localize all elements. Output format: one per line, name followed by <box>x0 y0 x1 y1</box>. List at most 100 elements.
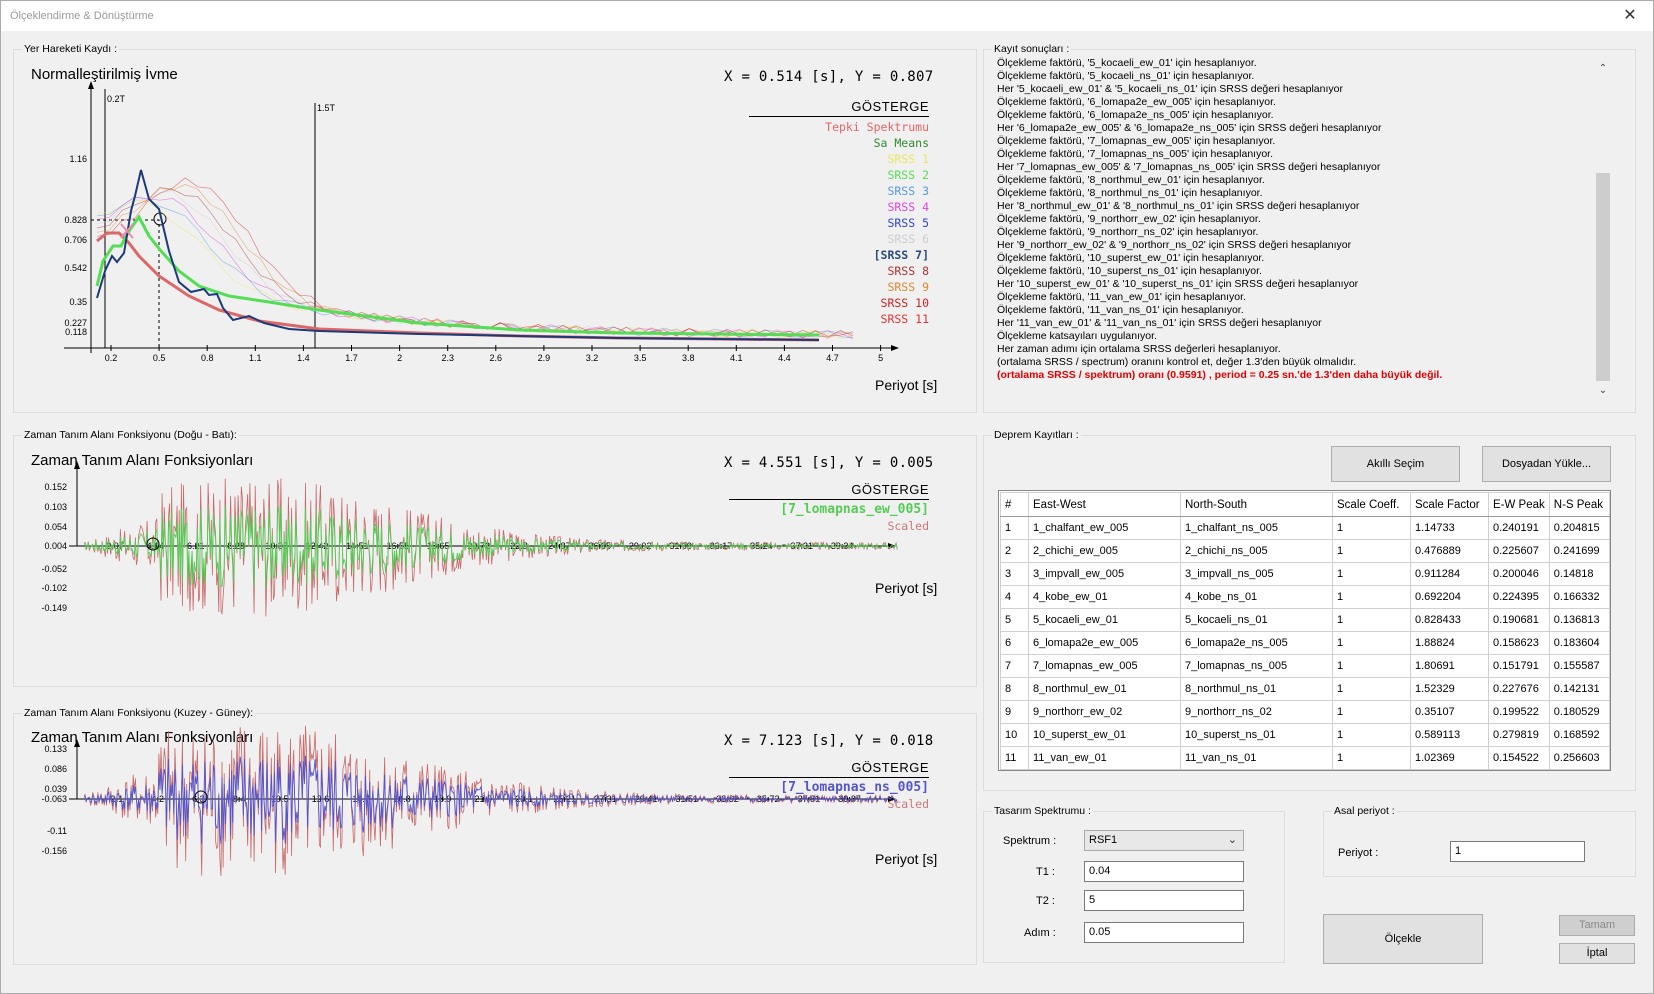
legend-title: GÖSTERGE <box>749 99 929 117</box>
x-tick-label: 0.5 <box>153 353 166 363</box>
column-header[interactable]: # <box>1000 492 1029 517</box>
records-table[interactable]: # East-West North-South Scale Coeff. Scale F… <box>1000 492 1610 770</box>
x-tick-label: 1.4 <box>297 353 310 363</box>
column-header[interactable]: E-W Peak <box>1488 492 1550 517</box>
x-tick-label: 4.4 <box>778 353 791 363</box>
spectrum-chart-title: Normalleştirilmiş İvme <box>31 66 178 83</box>
x-tick-label: 20.72 <box>467 541 490 551</box>
table-cell: 0.204815 <box>1548 516 1610 540</box>
t2-input[interactable]: 5 <box>1084 890 1244 911</box>
log-line: (ortalama SRSS / spectrum) oranını kontr… <box>997 356 1357 368</box>
spectrum-chart[interactable]: Normalleştirilmiş İvme X = 0.514 [s], Y … <box>19 61 969 406</box>
log-line: Ölçekleme faktörü, '11_van_ns_01' için h… <box>997 304 1244 316</box>
table-cell: 7 <box>1000 654 1029 678</box>
x-tick-label: 37.81 <box>798 794 821 804</box>
table-cell: 10 <box>1000 723 1029 747</box>
step-input[interactable]: 0.05 <box>1084 922 1244 943</box>
column-header[interactable]: Scale Factor <box>1410 492 1489 517</box>
table-cell: 4_kobe_ns_01 <box>1180 585 1333 609</box>
log-line: Ölçekleme faktörü, '5_kocaeli_ns_01' içi… <box>997 70 1255 82</box>
log-line: Her '11_van_ew_01' & '11_van_ns_01' için… <box>997 317 1322 329</box>
table-row[interactable]: 4 4_kobe_ew_01 4_kobe_ns_01 1 0.692204 0.2243… <box>1000 585 1610 609</box>
cancel-button[interactable]: İptal <box>1559 943 1635 964</box>
log-output[interactable]: Ölçekleme faktörü, '5_kocaeli_ew_01' içi… <box>997 57 1612 403</box>
y-axis-arrow <box>74 461 80 469</box>
log-line: Ölçekleme faktörü, '8_northmul_ns_01' iç… <box>997 187 1263 199</box>
srss7-curve <box>96 169 820 341</box>
log-scrollbar[interactable]: ⌃ ⌄ <box>1594 57 1612 403</box>
column-header[interactable]: N-S Peak <box>1548 492 1610 517</box>
x-tick-label: 18.65 <box>427 541 450 551</box>
log-line: Her '5_kocaeli_ew_01' & '5_kocaeli_ns_01… <box>997 83 1343 95</box>
y-axis-arrow <box>88 81 94 89</box>
column-header[interactable]: Scale Coeff. <box>1332 492 1411 517</box>
table-row[interactable]: 9 9_northorr_ew_02 9_northorr_ns_02 1 0.3510… <box>1000 700 1610 724</box>
table-cell: 11_van_ns_01 <box>1180 746 1333 770</box>
x-tick-label: 4.1 <box>730 353 743 363</box>
x-tick-label: 3.2 <box>586 353 599 363</box>
scroll-thumb[interactable] <box>1596 173 1610 381</box>
close-icon[interactable]: ✕ <box>1623 7 1637 24</box>
ew-x-axis-label: Periyot [s] <box>875 580 938 596</box>
table-row[interactable]: 7 7_lomapnas_ew_005 7_lomapnas_ns_005 1 1.80… <box>1000 654 1610 678</box>
legend-item: [7_lomapnas_ns_005] <box>780 780 929 795</box>
table-cell: 6 <box>1000 631 1029 655</box>
records-group-label: Deprem Kayıtları : <box>992 429 1081 441</box>
table-cell: 0.227676 <box>1488 677 1550 701</box>
load-file-button[interactable]: Dosyadan Yükle... <box>1482 446 1611 482</box>
scroll-down-icon[interactable]: ⌄ <box>1598 385 1608 396</box>
scroll-up-icon[interactable]: ⌃ <box>1598 63 1608 74</box>
legend-item: SRSS 8 <box>887 264 929 278</box>
table-cell: 1 <box>1332 700 1411 724</box>
x-tick-label: 8.28 <box>227 541 245 551</box>
table-row[interactable]: 1 1_chalfant_ew_005 1_chalfant_ns_005 1 1.14… <box>1000 516 1610 540</box>
table-cell: 1 <box>1332 654 1411 678</box>
y-tick-label: 0.054 <box>44 522 67 532</box>
table-cell: 0.911284 <box>1410 562 1489 586</box>
table-cell: 11_van_ew_01 <box>1028 746 1181 770</box>
table-cell: 10_superst_ns_01 <box>1180 723 1333 747</box>
title-bar: Ölçeklendirme & Dönüştürme ✕ <box>1 1 1653 31</box>
table-row[interactable]: 6 6_lomapa2e_ew_005 6_lomapa2e_ns_005 1 1.88… <box>1000 631 1610 655</box>
x-tick-label: 31.51 <box>676 794 699 804</box>
y-tick-label: 0.152 <box>44 482 67 492</box>
ns-chart[interactable]: Zaman Tanım Alanı Fonksiyonları X = 7.12… <box>19 725 969 955</box>
table-cell: 2_chichi_ew_005 <box>1028 539 1181 563</box>
table-row[interactable]: 8 8_northmul_ew_01 8_northmul_ns_01 1 1.5232… <box>1000 677 1610 701</box>
scale-button[interactable]: Ölçekle <box>1323 914 1483 964</box>
x-tick-label: 2.6 <box>490 353 503 363</box>
y-tick-label: 0.706 <box>64 235 87 245</box>
table-cell: 5_kocaeli_ew_01 <box>1028 608 1181 632</box>
x-tick-label: 10.5 <box>271 794 289 804</box>
x-tick-label: 16.58 <box>387 541 410 551</box>
table-row[interactable]: 5 5_kocaeli_ew_01 5_kocaeli_ns_01 1 0.828433… <box>1000 608 1610 632</box>
srss-curve <box>96 177 854 339</box>
ew-chart[interactable]: Zaman Tanım Alanı Fonksiyonları X = 4.55… <box>19 447 969 677</box>
table-row[interactable]: 11 11_van_ew_01 11_van_ns_01 1 1.02369 0.1545… <box>1000 746 1610 770</box>
smart-select-button[interactable]: Akıllı Seçim <box>1331 446 1460 482</box>
y-tick-label: 0.086 <box>44 764 67 774</box>
design-group-label: Tasarım Spektrumu : <box>992 805 1093 817</box>
period-input[interactable]: 1 <box>1450 841 1585 862</box>
srss-curve <box>96 184 854 339</box>
table-row[interactable]: 3 3_impvall_ew_005 3_impvall_ns_005 1 0.9112… <box>1000 562 1610 586</box>
table-cell: 7_lomapnas_ew_005 <box>1028 654 1181 678</box>
x-tick-label: 0.8 <box>201 353 214 363</box>
table-cell: 1 <box>1332 539 1411 563</box>
spectrum-select[interactable]: RSF1 ⌄ <box>1084 830 1244 851</box>
x-tick-label: 3.8 <box>682 353 695 363</box>
column-header[interactable]: East-West <box>1028 492 1181 517</box>
legend-item: SRSS 3 <box>887 184 929 198</box>
table-cell: 1 <box>1332 608 1411 632</box>
table-row[interactable]: 2 2_chichi_ew_005 2_chichi_ns_005 1 0.476889… <box>1000 539 1610 563</box>
ok-button[interactable]: Tamam <box>1559 915 1635 936</box>
spectrum-cursor-readout: X = 0.514 [s], Y = 0.807 <box>724 69 934 85</box>
table-row[interactable]: 10 10_superst_ew_01 10_superst_ns_01 1 0.589… <box>1000 723 1610 747</box>
x-tick-label: 25.21 <box>553 794 576 804</box>
t1-input[interactable]: 0.04 <box>1084 861 1244 882</box>
log-group: Kayıt sonuçları : <box>983 43 1636 413</box>
column-header[interactable]: North-South <box>1180 492 1333 517</box>
table-cell: 0.154522 <box>1488 746 1550 770</box>
log-line: Her '8_northmul_ew_01' & '8_northmul_ns_… <box>997 200 1360 212</box>
log-warning-line: (ortalama SRSS / spektrum) oranı (0.9591… <box>997 369 1443 381</box>
